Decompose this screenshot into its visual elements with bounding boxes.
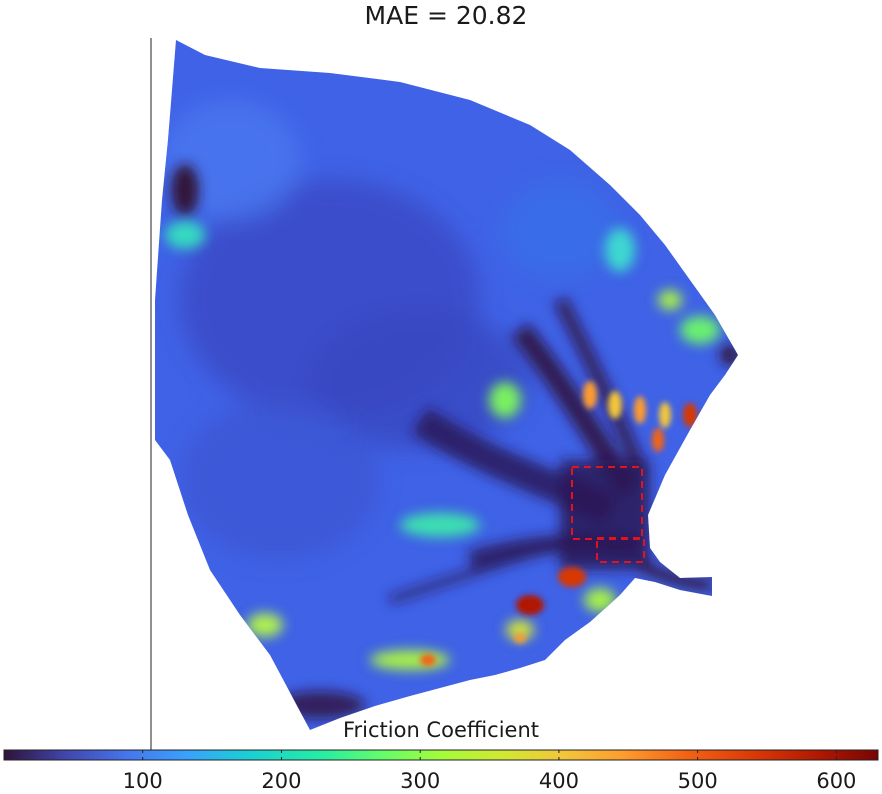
colorbar-tick-label: 500	[678, 769, 718, 793]
colorbar-tick-label: 600	[816, 769, 856, 793]
colorbar	[3, 749, 879, 761]
friction-field	[155, 40, 738, 730]
chart-title: MAE = 20.82	[365, 1, 528, 30]
colorbar-tick-label: 100	[123, 769, 163, 793]
colorbar-tick-label: 300	[400, 769, 440, 793]
colorbar-tick-label: 200	[261, 769, 301, 793]
colorbar-tick-label: 400	[539, 769, 579, 793]
colorbar-label: Friction Coefficient	[343, 718, 539, 742]
colorbar-ticks: 100 200 300 400 500 600	[123, 750, 856, 793]
